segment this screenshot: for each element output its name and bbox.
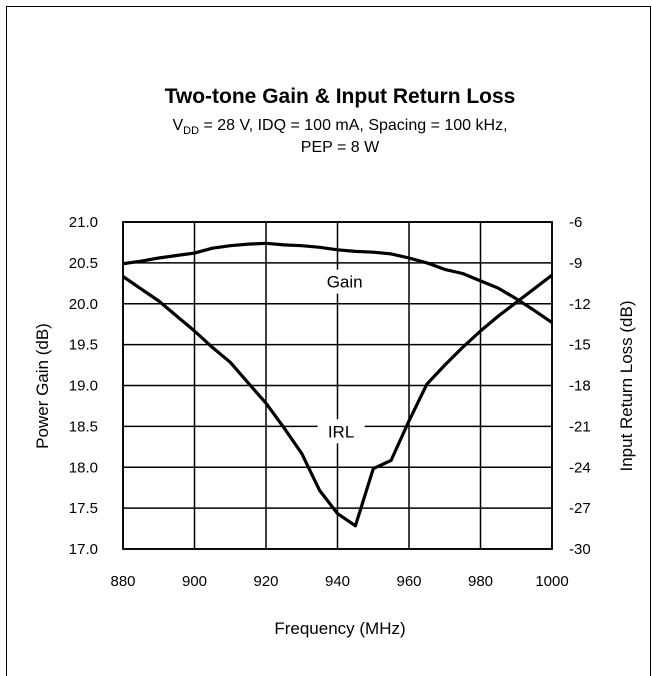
y-right-tick-label: -15 — [569, 337, 591, 354]
y-right-tick-label: -9 — [569, 255, 582, 272]
y-left-tick-labels: 17.0 17.5 18.0 18.5 19.0 19.5 20.0 20.5 21.0 — [69, 214, 98, 558]
y-left-tick-label: 20.0 — [69, 296, 98, 313]
x-tick-label: 900 — [182, 573, 207, 590]
x-axis-label: Frequency (MHz) — [274, 619, 405, 638]
y-right-tick-label: -21 — [569, 418, 591, 435]
x-tick-label: 920 — [253, 573, 278, 590]
x-tick-labels: 880 900 920 940 960 980 1000 — [110, 573, 568, 590]
y-right-tick-labels: -30 -27 -24 -21 -18 -15 -12 -9 -6 — [569, 214, 591, 558]
figure-frame — [6, 6, 651, 676]
y-left-tick-label: 17.5 — [69, 500, 98, 517]
annotation-background — [317, 419, 365, 444]
y-left-tick-label: 18.5 — [69, 418, 98, 435]
x-tick-label: 880 — [110, 573, 135, 590]
series-lines — [122, 241, 553, 528]
series-annotations: Gain IRL — [315, 269, 374, 444]
annotation-background — [315, 269, 374, 294]
y-right-tick-label: -24 — [569, 459, 591, 476]
y-left-tick-label: 20.5 — [69, 255, 98, 272]
chart-title: Two-tone Gain & Input Return Loss — [165, 85, 516, 108]
series-line-irl — [122, 273, 553, 528]
x-tick-label: 960 — [396, 573, 421, 590]
grid-lines — [122, 221, 553, 550]
y-left-tick-label: 19.0 — [69, 378, 98, 395]
x-tick-label: 940 — [325, 573, 350, 590]
x-tick-label: 1000 — [535, 573, 568, 590]
x-tick-label: 980 — [468, 573, 493, 590]
y-right-tick-label: -12 — [569, 296, 591, 313]
y-left-axis-label: Power Gain (dB) — [33, 323, 52, 449]
chart-subtitle-line1: VDD = 28 V, IDQ = 100 mA, Spacing = 100 … — [172, 117, 507, 137]
y-right-axis-label: Input Return Loss (dB) — [617, 300, 636, 471]
chart-subtitle-line2: PEP = 8 W — [301, 139, 380, 156]
y-left-tick-label: 19.5 — [69, 337, 98, 354]
annotation-label: Gain — [327, 273, 363, 292]
y-right-tick-label: -18 — [569, 378, 591, 395]
y-right-tick-label: -27 — [569, 500, 591, 517]
annotation-label: IRL — [328, 422, 354, 441]
series-line-gain — [122, 241, 553, 324]
y-left-tick-label: 17.0 — [69, 541, 98, 558]
plot-border — [122, 221, 553, 550]
y-left-tick-label: 18.0 — [69, 459, 98, 476]
y-right-tick-label: -6 — [569, 214, 582, 231]
y-left-tick-label: 21.0 — [69, 214, 98, 231]
y-right-tick-label: -30 — [569, 541, 591, 558]
